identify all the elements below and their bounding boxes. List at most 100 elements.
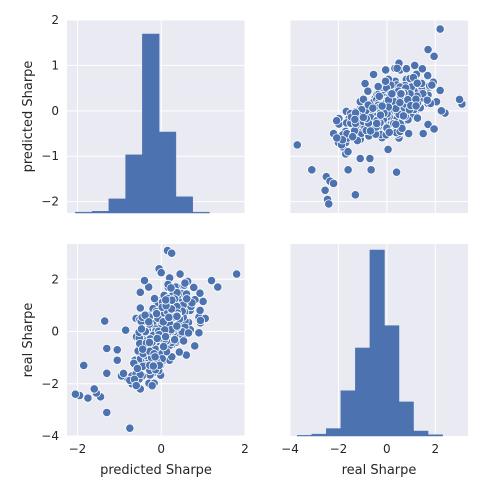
scatter-point	[206, 275, 217, 286]
scatter-point	[112, 345, 122, 355]
hist-bar-predicted	[192, 211, 210, 214]
scatter-point	[174, 347, 184, 357]
scatter-point	[427, 80, 437, 90]
hist-bar-predicted	[175, 196, 193, 214]
y-tick-label: −4	[41, 429, 59, 443]
hist-bar-predicted	[75, 211, 93, 214]
y-tick-label: 0	[51, 325, 59, 339]
hist-bar-real	[297, 435, 313, 437]
scatter-point	[198, 296, 208, 307]
scatter-point	[147, 381, 157, 391]
y-tick-label: −2	[41, 377, 59, 391]
scatter-point	[417, 64, 427, 74]
scatter-point	[324, 199, 334, 209]
scatter-point	[355, 153, 365, 164]
hist-bar-real	[311, 433, 327, 437]
scatter-point	[377, 101, 387, 111]
scatter-point	[70, 389, 80, 399]
x-tick-label: −2	[69, 442, 87, 456]
scatter-point	[412, 78, 422, 88]
y-axis-label-real: real Sharpe	[21, 303, 36, 378]
scatter-point	[401, 64, 412, 74]
scatter-point	[398, 111, 409, 121]
y-tick-label: 0	[51, 104, 59, 118]
scatter-point	[180, 278, 190, 288]
x-axis-label-real: real Sharpe	[342, 463, 417, 478]
scatter-point	[172, 321, 182, 331]
scatter-point	[391, 119, 401, 129]
scatter-point	[102, 368, 112, 378]
scatter-point	[374, 91, 384, 101]
scatter-point	[156, 268, 166, 278]
scatter-point	[179, 336, 189, 346]
hist-bar-predicted	[142, 33, 160, 214]
scatter-point	[380, 76, 391, 86]
scatter-point	[332, 116, 342, 126]
scatter-point	[368, 69, 379, 80]
x-tick-label: 0	[157, 442, 165, 456]
scatter-point	[102, 407, 112, 418]
scatter-point	[435, 85, 445, 95]
scatter-point	[135, 287, 145, 297]
scatter-point	[423, 44, 433, 55]
scatter-point	[435, 24, 445, 34]
scatter-point	[144, 317, 154, 327]
scatter-point	[350, 190, 360, 200]
scatter-point	[121, 325, 131, 335]
scatter-point	[136, 324, 147, 334]
scatter-point	[423, 70, 433, 81]
scatter-point	[410, 60, 420, 71]
scatter-point	[102, 343, 112, 354]
scatter-point	[144, 337, 155, 348]
scatter-point	[391, 167, 402, 177]
scatter-point	[175, 269, 185, 279]
hist-bar-real	[369, 249, 385, 437]
scatter-point	[144, 282, 154, 292]
hist-bar-predicted	[125, 154, 143, 214]
scatter-point	[138, 344, 148, 354]
x-tick-label: 2	[241, 442, 249, 456]
hist-bar-real	[413, 430, 429, 437]
scatter-point	[412, 113, 423, 123]
scatter-point	[195, 315, 206, 326]
scatter-point	[365, 126, 376, 136]
scatter-point	[320, 185, 330, 195]
scatter-point	[422, 95, 432, 105]
scatter-point	[429, 124, 439, 134]
scatter-point	[363, 86, 373, 96]
scatter-point	[100, 316, 110, 326]
scatter-point	[149, 293, 160, 304]
scatter-point	[190, 341, 200, 351]
scatter-point	[182, 294, 192, 304]
scatter-point	[159, 342, 169, 352]
scatter-point	[170, 335, 180, 345]
scatter-point	[368, 103, 378, 113]
scatter-point	[161, 295, 171, 305]
scatter-point	[383, 144, 393, 155]
scatter-point	[189, 282, 199, 293]
scatter-point	[395, 97, 405, 108]
scatter-point	[387, 89, 397, 99]
scatter-point	[381, 65, 391, 75]
scatter-point	[343, 147, 353, 157]
scatter-point	[150, 352, 160, 362]
scatter-point	[164, 312, 174, 323]
x-tick-label: −4	[281, 442, 299, 456]
scatter-point	[183, 328, 194, 338]
scatter-point	[161, 332, 171, 342]
x-tick-label: 2	[431, 442, 439, 456]
scatter-point	[392, 63, 402, 73]
y-tick-label: 1	[51, 58, 59, 72]
scatter-point	[411, 101, 421, 111]
scatter-point	[195, 288, 205, 298]
scatter-point	[350, 114, 360, 125]
scatter-point	[195, 305, 205, 315]
hist-bar-predicted	[108, 198, 126, 214]
scatter-point	[151, 309, 162, 319]
scatter-point	[118, 368, 129, 379]
y-tick-label: 2	[51, 13, 59, 27]
scatter-point	[360, 78, 370, 89]
scatter-point	[83, 393, 93, 403]
scatter-point	[112, 355, 122, 365]
